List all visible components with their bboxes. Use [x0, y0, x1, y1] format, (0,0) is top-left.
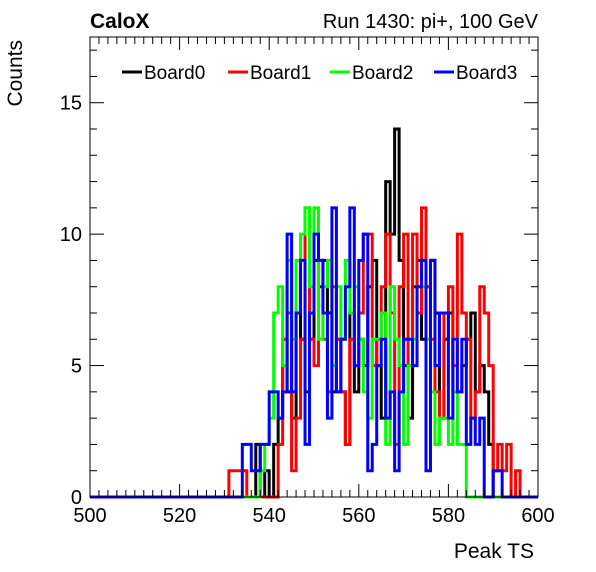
legend-label-board2: Board2: [352, 63, 413, 84]
x-tick-label: 500: [73, 505, 106, 527]
series-layer: [90, 127, 538, 499]
experiment-label: CaloX: [90, 10, 150, 33]
series-board3-line: [90, 206, 538, 499]
axis-layer: 500 520 540 560 580 600 0 5 10 15: [60, 37, 555, 527]
legend-label-board3: Board3: [456, 63, 517, 84]
x-tick-label: 520: [163, 505, 196, 527]
legend-label-board1: Board1: [250, 63, 311, 84]
y-tick-label: 5: [71, 356, 82, 378]
y-axis-title: Counts: [4, 40, 27, 107]
x-axis-title: Peak TS: [454, 540, 534, 563]
x-tick-label: 540: [253, 505, 286, 527]
legend-label-board0: Board0: [144, 63, 205, 84]
y-tick-label: 0: [71, 487, 82, 509]
x-tick-label: 600: [521, 505, 554, 527]
x-tick-label: 580: [432, 505, 465, 527]
y-tick-label: 15: [60, 93, 82, 115]
run-info-label: Run 1430: pi+, 100 GeV: [323, 11, 539, 33]
x-tick-label: 560: [342, 505, 375, 527]
y-tick-label: 10: [60, 224, 82, 246]
legend: Board0 Board1 Board2 Board3: [122, 63, 517, 84]
